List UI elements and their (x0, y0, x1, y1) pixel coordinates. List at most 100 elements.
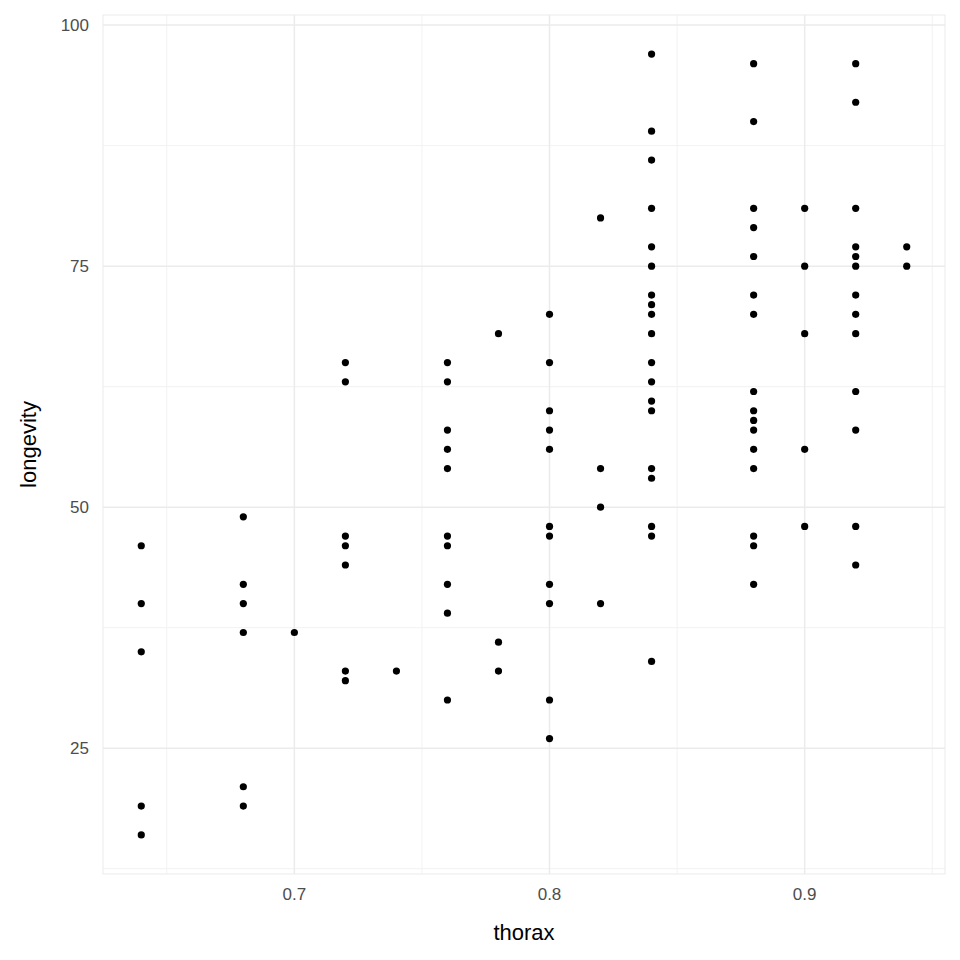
x-axis-title: thorax (493, 920, 554, 945)
point (648, 205, 655, 212)
x-tick-label: 0.8 (538, 885, 562, 904)
point (648, 330, 655, 337)
point (342, 542, 349, 549)
point (342, 561, 349, 568)
point (138, 542, 145, 549)
point (801, 263, 808, 270)
grid-line (804, 15, 806, 874)
point (648, 532, 655, 539)
y-tick-label: 25 (70, 739, 89, 758)
point (852, 291, 859, 298)
point (648, 301, 655, 308)
point (648, 243, 655, 250)
point (240, 513, 247, 520)
point (240, 629, 247, 636)
point (546, 532, 553, 539)
point (546, 600, 553, 607)
x-tick-label: 0.7 (283, 885, 307, 904)
point (852, 561, 859, 568)
point (648, 407, 655, 414)
point (393, 667, 400, 674)
point (648, 465, 655, 472)
point (801, 330, 808, 337)
grid-line (294, 15, 296, 874)
point (852, 243, 859, 250)
point (852, 253, 859, 260)
grid-line (103, 506, 945, 508)
point (852, 205, 859, 212)
minor-grid-line (932, 15, 933, 874)
point (750, 253, 757, 260)
point (750, 542, 757, 549)
point (444, 359, 451, 366)
point (648, 523, 655, 530)
point (138, 802, 145, 809)
point (138, 648, 145, 655)
point (852, 330, 859, 337)
point (342, 532, 349, 539)
point (444, 610, 451, 617)
point (138, 831, 145, 838)
point (597, 214, 604, 221)
tick-labels: 0.70.80.9255075100 (61, 16, 817, 904)
minor-grid-line (103, 145, 945, 146)
minor-grid-line (103, 868, 945, 869)
point (750, 224, 757, 231)
minor-grid-line (103, 627, 945, 628)
point (444, 446, 451, 453)
point (750, 417, 757, 424)
point (444, 532, 451, 539)
point (240, 600, 247, 607)
point (597, 600, 604, 607)
point (750, 118, 757, 125)
minor-grid-line (677, 15, 678, 874)
point (546, 407, 553, 414)
minor-grid-line (103, 386, 945, 387)
point (342, 677, 349, 684)
point (444, 542, 451, 549)
point (342, 667, 349, 674)
point (444, 581, 451, 588)
point (342, 359, 349, 366)
point (852, 388, 859, 395)
point (546, 523, 553, 530)
point (444, 465, 451, 472)
point (648, 128, 655, 135)
point (546, 311, 553, 318)
point (444, 426, 451, 433)
grid-line (549, 15, 551, 874)
point (852, 60, 859, 67)
minor-grid-line (421, 15, 422, 874)
grid-line (103, 265, 945, 267)
point (597, 465, 604, 472)
point (546, 696, 553, 703)
point (240, 783, 247, 790)
chart: 0.70.80.9255075100thoraxlongevity (0, 0, 960, 960)
grid-line (103, 24, 945, 26)
point (750, 205, 757, 212)
y-tick-label: 75 (70, 257, 89, 276)
point (801, 523, 808, 530)
y-tick-label: 50 (70, 498, 89, 517)
point (750, 426, 757, 433)
points (138, 50, 911, 838)
point (750, 532, 757, 539)
point (138, 600, 145, 607)
y-tick-label: 100 (61, 16, 89, 35)
point (750, 388, 757, 395)
point (648, 378, 655, 385)
minor-grid-line (166, 15, 167, 874)
point (342, 378, 349, 385)
point (648, 311, 655, 318)
grid-line (103, 747, 945, 749)
point (750, 407, 757, 414)
point (903, 263, 910, 270)
point (801, 205, 808, 212)
grid (103, 15, 945, 874)
point (852, 99, 859, 106)
point (291, 629, 298, 636)
point (597, 504, 604, 511)
point (648, 398, 655, 405)
point (648, 156, 655, 163)
point (750, 581, 757, 588)
